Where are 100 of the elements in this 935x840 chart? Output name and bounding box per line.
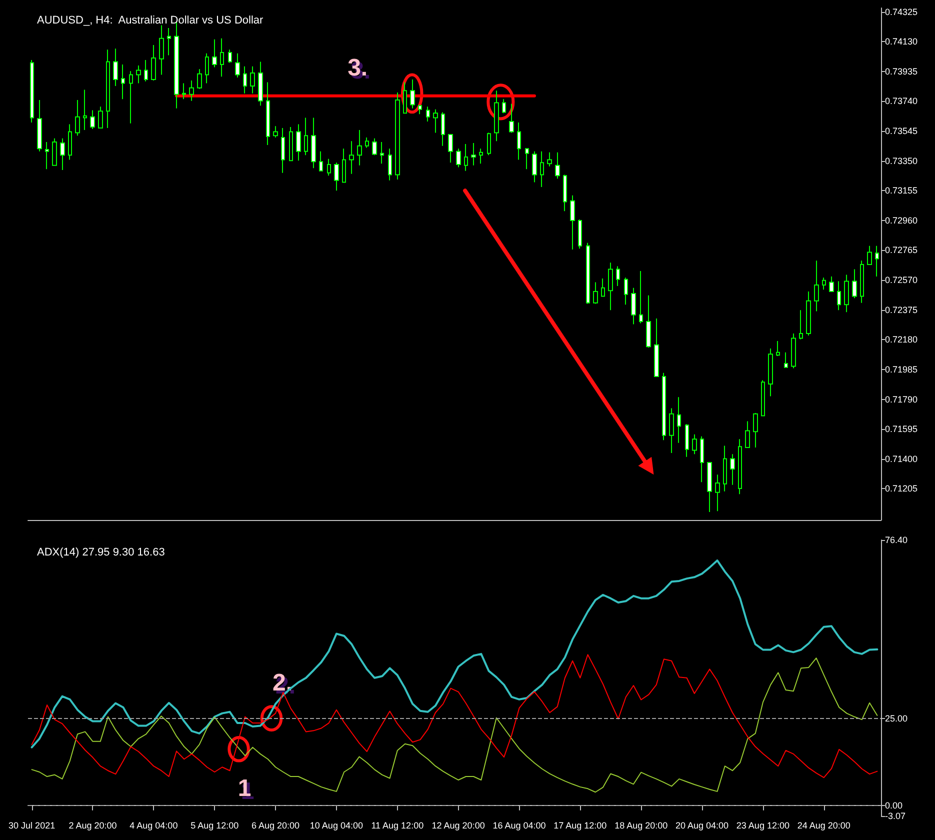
candlestick — [357, 129, 362, 166]
candlestick — [578, 219, 582, 250]
candlestick — [814, 260, 819, 312]
candlestick — [662, 372, 666, 441]
candlestick — [167, 28, 171, 56]
candlestick — [593, 282, 598, 304]
y-tick-label: 0.72960 — [885, 215, 918, 226]
candlestick — [639, 270, 643, 324]
candlestick — [631, 287, 636, 325]
x-tick-label: 6 Aug 20:00 — [252, 820, 300, 830]
candlestick — [30, 59, 34, 123]
candlestick — [654, 318, 659, 377]
candlestick — [90, 110, 95, 130]
y-tick-label: 0.73935 — [885, 66, 918, 76]
candlestick — [197, 68, 202, 90]
candlestick — [144, 59, 148, 82]
candlestick — [182, 82, 186, 100]
y-tick-label: 0.73545 — [885, 126, 918, 136]
candlestick — [37, 100, 42, 152]
annotation: 1 — [238, 774, 252, 802]
y-tick-label: -3.07 — [885, 811, 906, 821]
candlestick — [75, 100, 80, 136]
y-tick-label: 0.71985 — [885, 364, 918, 374]
candlestick — [342, 148, 346, 183]
candlestick — [52, 138, 57, 166]
candlestick — [418, 104, 422, 115]
candlestick — [327, 158, 331, 176]
candlestick — [745, 420, 750, 448]
y-tick-label: 0.73155 — [885, 186, 918, 196]
candlestick — [464, 144, 468, 172]
candlestick — [487, 132, 491, 156]
y-tick-label: 0.72765 — [885, 245, 918, 256]
y-tick-label: 0.71595 — [885, 424, 918, 434]
y-tick-label: 0.71205 — [885, 484, 918, 494]
candlestick — [525, 148, 529, 170]
text: ADX(14) 27.95 9.30 16.63 — [37, 546, 165, 558]
candlestick — [456, 148, 461, 168]
candlestick — [509, 103, 514, 134]
candlestick — [304, 117, 308, 156]
line-series — [30, 559, 878, 748]
annotation: 3. — [348, 54, 368, 82]
candlestick — [547, 152, 552, 167]
candlestick — [365, 136, 369, 148]
y-tick-label: 0.73740 — [885, 96, 918, 106]
candlestick — [60, 138, 65, 171]
candlestick — [395, 92, 400, 180]
x-tick-label: 12 Aug 20:00 — [432, 820, 485, 830]
candlestick — [517, 122, 521, 160]
candlestick — [311, 117, 316, 169]
candlestick — [151, 44, 156, 81]
y-tick-label: 25.00 — [885, 714, 908, 724]
candlestick — [83, 89, 87, 130]
candlestick — [372, 138, 377, 156]
candlestick — [129, 70, 133, 124]
candlestick — [532, 150, 537, 183]
y-tick-label: 0.72375 — [885, 304, 918, 315]
candlestick — [608, 262, 613, 311]
candlestick — [646, 294, 651, 348]
candlestick — [844, 274, 849, 313]
candlestick — [433, 108, 438, 134]
text: AUDUSD_, H4: Australian Dollar vs US Dollar — [37, 14, 264, 26]
y-tick-label: 0.74130 — [885, 36, 918, 47]
x-tick-label: 16 Aug 04:00 — [492, 820, 546, 830]
candlestick — [273, 126, 278, 138]
candlestick — [106, 49, 110, 128]
y-tick-label: 0.72180 — [885, 334, 918, 345]
candlestick — [829, 276, 834, 292]
candlestick — [806, 291, 811, 336]
candlestick — [715, 474, 720, 512]
candlestick — [334, 162, 339, 192]
candlestick — [266, 82, 270, 146]
candlestick — [258, 61, 263, 106]
candlestick — [768, 348, 773, 397]
candlestick — [296, 124, 301, 162]
x-tick-label: 17 Aug 12:00 — [554, 820, 607, 830]
candlestick — [563, 174, 567, 212]
candlestick — [692, 434, 697, 455]
candlestick — [113, 48, 118, 86]
candlestick — [624, 277, 628, 306]
candlestick — [281, 127, 285, 174]
candlestick — [570, 194, 575, 250]
candlestick — [228, 49, 232, 64]
candlestick — [410, 79, 415, 109]
candlestick — [349, 140, 354, 174]
candlestick — [220, 38, 224, 78]
candlestick — [250, 66, 255, 94]
candlestick — [289, 126, 293, 162]
x-tick-label: 5 Aug 12:00 — [190, 820, 239, 830]
candlestick — [707, 462, 712, 513]
candlestick — [540, 150, 544, 188]
x-tick-label: 11 Aug 12:00 — [371, 820, 424, 830]
candlestick — [867, 245, 872, 265]
candlestick — [753, 412, 758, 448]
x-tick-label: 24 Aug 20:00 — [797, 820, 850, 830]
candlestick — [136, 64, 141, 84]
candlestick — [723, 445, 727, 492]
x-tick-label: 20 Aug 04:00 — [675, 820, 729, 830]
y-tick-label: 0.00 — [885, 800, 903, 810]
candlestick — [380, 142, 384, 164]
y-tick-label: 0.71400 — [885, 454, 918, 464]
